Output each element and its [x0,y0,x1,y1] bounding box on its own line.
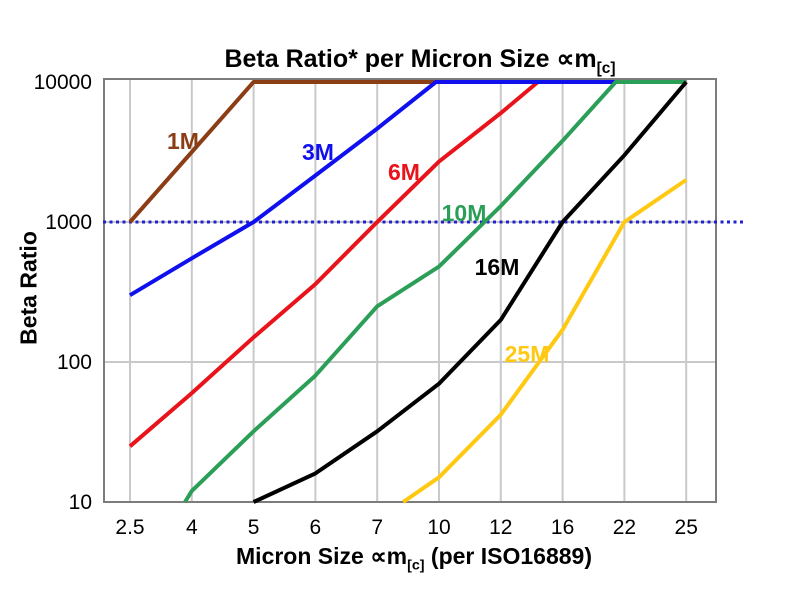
plot-border [103,78,717,503]
y-tick-label-10: 10 [69,491,92,514]
series-line-25m [402,178,688,504]
series-label-3m: 3M [302,139,334,165]
series-label-6m: 6M [388,159,420,185]
x-axis-label-subscript: [c] [407,557,425,574]
y-tick-label-1000: 1000 [45,211,92,234]
x-axis-label-suffix: (per ISO16889) [424,543,592,569]
series-line-6m [128,80,687,448]
x-axis-label-text: Micron Size ∝m [236,543,408,569]
series-label-10m: 10M [442,200,487,226]
x-tick-label-16: 16 [551,516,574,539]
x-axis-label: Micron Size ∝m[c] (per ISO16889) [14,543,800,574]
x-tick-label-22: 22 [613,516,636,539]
y-tick-label-10000: 10000 [34,71,92,94]
series-label-25m: 25M [505,341,550,367]
x-tick-label-7: 7 [371,516,383,539]
series-line-3m [128,80,687,297]
y-axis-label: Beta Ratio [15,231,42,345]
x-tick-label-12: 12 [489,516,512,539]
x-tick-label-25: 25 [675,516,698,539]
series-line-10m [183,80,687,504]
chart-title-subscript: [c] [596,60,616,77]
x-tick-label-4: 4 [186,516,198,539]
x-tick-label-10: 10 [427,516,450,539]
x-tick-label-5: 5 [248,516,260,539]
series-line-16m [252,80,688,504]
y-tick-label-100: 100 [57,351,92,374]
chart-title: Beta Ratio* per Micron Size ∝m[c] [20,44,800,78]
series-label-1m: 1M [167,128,199,154]
series-label-16m: 16M [475,254,520,280]
chart-title-text: Beta Ratio* per Micron Size ∝m [224,45,597,73]
x-tick-label-6: 6 [310,516,322,539]
x-tick-label-2.5: 2.5 [115,516,144,539]
